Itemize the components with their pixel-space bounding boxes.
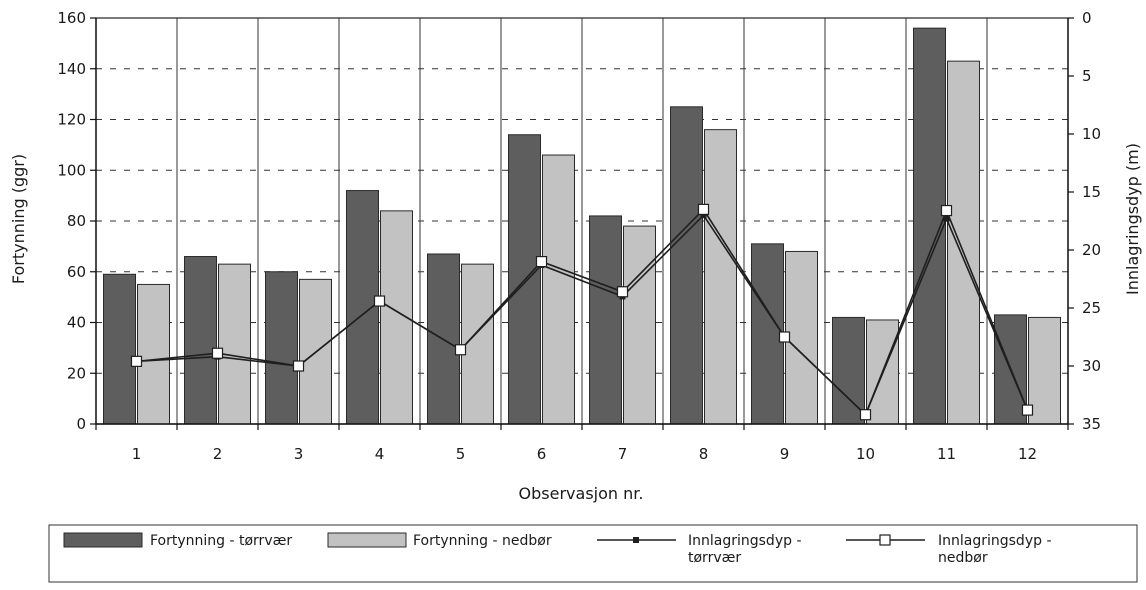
x-tick-label: 2 (213, 445, 223, 463)
legend-label-wet-line-1: Innlagringsdyp - (938, 533, 1052, 549)
x-tick-label: 11 (937, 445, 956, 463)
point-wet-6 (535, 256, 548, 268)
y-tick-label-right: 30 (1082, 357, 1101, 375)
x-tick-label: 6 (537, 445, 547, 463)
y-tick-label-left: 160 (57, 9, 86, 27)
y-tick-label-right: 5 (1082, 67, 1092, 85)
point-wet-12 (1021, 404, 1034, 416)
y-tick-label-left: 0 (76, 415, 86, 433)
y-tick-label-right: 0 (1082, 9, 1092, 27)
x-axis-title: Observasjon nr. (519, 484, 644, 503)
x-tick-label: 12 (1018, 445, 1037, 463)
legend-marker-wet-open-square (879, 534, 891, 546)
point-dry-11 (943, 215, 950, 222)
legend: Fortynning - tørrvær Fortynning - nedbør… (48, 524, 1138, 583)
x-tick-label: 7 (618, 445, 628, 463)
bar-wet-6 (542, 154, 575, 425)
point-wet-1 (130, 355, 143, 367)
bar-dry-8 (670, 106, 703, 425)
x-tick-label: 4 (375, 445, 385, 463)
y-tick-label-left: 80 (67, 212, 86, 230)
x-tick-label: 10 (856, 445, 875, 463)
point-wet-9 (778, 331, 791, 343)
y-tick-label-right: 15 (1082, 183, 1101, 201)
y-tick-label-right: 25 (1082, 299, 1101, 317)
y-tick-label-left: 40 (67, 314, 86, 332)
legend-label-wet-bar: Fortynning - nedbør (413, 533, 552, 549)
point-wet-5 (454, 344, 467, 356)
bar-dry-9 (751, 243, 784, 425)
legend-marker-dry-filled-square (633, 537, 639, 543)
bar-dry-4 (346, 190, 379, 425)
legend-label-dry-line-1: Innlagringsdyp - (688, 533, 802, 549)
bar-wet-7 (623, 225, 656, 425)
bar-wet-8 (704, 129, 737, 425)
x-tick-label: 8 (699, 445, 709, 463)
legend-label-dry-line-2: tørrvær (688, 550, 741, 566)
bar-wet-1 (137, 283, 170, 425)
y-axis-right-title: Innlagringsdyp (m) (1123, 143, 1142, 295)
legend-label-dry-bar: Fortynning - tørrvær (150, 533, 292, 549)
x-tick-label: 9 (780, 445, 790, 463)
bar-wet-3 (299, 278, 332, 425)
point-wet-8 (697, 203, 710, 215)
y-tick-label-right: 10 (1082, 125, 1101, 143)
legend-swatch-dry-bar (63, 532, 143, 548)
x-tick-label: 1 (132, 445, 142, 463)
legend-swatch-wet-bar (327, 532, 407, 548)
bar-wet-12 (1028, 316, 1061, 425)
point-wet-11 (940, 204, 953, 217)
bar-wet-9 (785, 250, 818, 425)
point-wet-3 (292, 360, 305, 372)
point-dry-8 (700, 212, 707, 219)
bar-dry-10 (832, 316, 865, 425)
y-tick-label-left: 120 (57, 111, 86, 129)
y-tick-label-right: 20 (1082, 241, 1101, 259)
point-wet-7 (616, 286, 629, 298)
point-wet-2 (211, 347, 224, 359)
y-tick-label-left: 60 (67, 263, 86, 281)
legend-label-wet-line-2: nedbør (938, 550, 988, 566)
line-wet (136, 208, 1029, 417)
bar-dry-2 (184, 256, 217, 425)
x-tick-label: 3 (294, 445, 304, 463)
lines-layer (130, 203, 1034, 421)
y-tick-label-right: 35 (1082, 415, 1101, 433)
bar-dry-7 (589, 215, 622, 425)
y-tick-label-left: 100 (57, 161, 86, 179)
bar-wet-2 (218, 263, 251, 425)
point-wet-10 (859, 409, 872, 421)
grid-layer (95, 17, 1069, 425)
y-tick-label-left: 140 (57, 60, 86, 78)
y-tick-label-left: 20 (67, 364, 86, 382)
bar-dry-1 (103, 273, 136, 425)
bar-wet-11 (947, 60, 980, 425)
legend-box (48, 524, 1138, 583)
y-axis-title: Fortynning (ggr) (9, 154, 28, 284)
point-wet-4 (373, 295, 386, 307)
x-tick-label: 5 (456, 445, 466, 463)
bar-dry-3 (265, 271, 298, 425)
